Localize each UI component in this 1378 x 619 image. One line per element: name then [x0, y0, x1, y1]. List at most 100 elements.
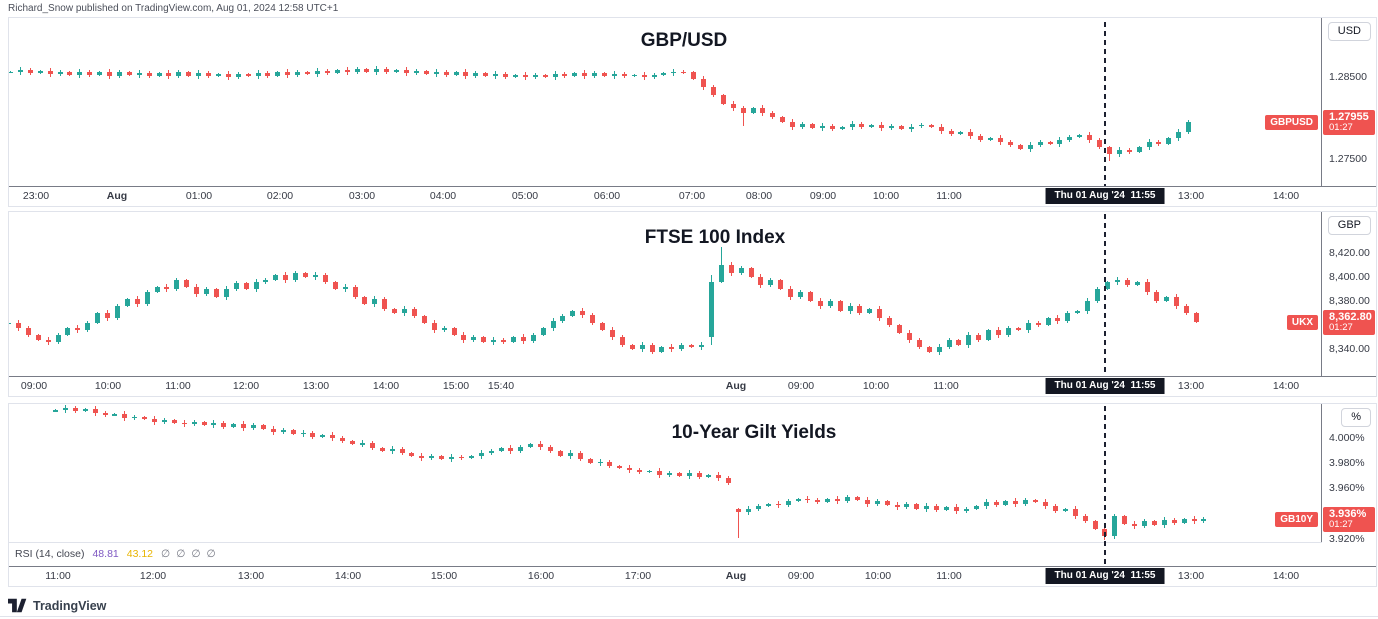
- time-tick-label: 13:00: [237, 570, 265, 582]
- candle-body: [95, 313, 101, 323]
- candle-body: [807, 291, 813, 302]
- tradingview-footer[interactable]: TradingView: [8, 598, 106, 613]
- currency-button-gbp[interactable]: GBP: [1327, 216, 1371, 235]
- candle-body: [1116, 150, 1122, 155]
- candle-body: [423, 70, 429, 74]
- candle-body: [874, 501, 880, 504]
- candle-body: [1191, 518, 1197, 522]
- candle-body: [758, 277, 764, 285]
- gbpusd-time-axis[interactable]: Thu 01 Aug '24 11:55 23:00 Aug 01:00 02:00 0…: [9, 186, 1376, 206]
- candle-body: [730, 103, 736, 109]
- candle-body: [184, 279, 190, 287]
- candle-body: [85, 322, 91, 331]
- candle-body: [736, 508, 742, 513]
- candle-body: [364, 69, 370, 72]
- candle-body: [340, 437, 346, 441]
- candle-body: [402, 308, 407, 314]
- candle-body: [691, 72, 697, 79]
- ftse100-price-axis[interactable]: GBP 8,420.00 8,400.00 8,380.00 8,340.00 8,3…: [1321, 212, 1376, 396]
- vertical-dashed-line[interactable]: [1104, 214, 1106, 376]
- candle-body: [817, 301, 823, 307]
- candle-body: [478, 453, 484, 456]
- gbpusd-chart-area[interactable]: [9, 18, 1323, 187]
- candle-body: [62, 407, 68, 411]
- candle-body: [92, 408, 98, 413]
- candle-body: [369, 443, 375, 449]
- time-tick-label: 10:00: [864, 570, 892, 582]
- candle-body: [493, 74, 499, 77]
- candle-body: [1201, 518, 1207, 522]
- currency-button-usd[interactable]: USD: [1327, 22, 1371, 41]
- ftse100-chart-area[interactable]: [9, 212, 1323, 377]
- candle-body: [1166, 137, 1172, 144]
- rsi-legend[interactable]: RSI (14, close) 48.81 43.12 ∅ ∅ ∅ ∅: [15, 548, 222, 560]
- currency-button-percent[interactable]: %: [1341, 408, 1371, 427]
- candle-body: [409, 453, 415, 456]
- candle-body: [433, 71, 439, 74]
- ftse100-last-price-label: 8,362.80 01:27: [1323, 310, 1375, 335]
- vertical-dashed-line[interactable]: [1104, 406, 1106, 567]
- candle-body: [750, 108, 756, 114]
- candle-body: [1045, 318, 1051, 326]
- candle-body: [768, 279, 774, 285]
- candle-body: [87, 72, 93, 75]
- candle-body: [253, 282, 259, 290]
- candle-body: [290, 430, 296, 435]
- candle-body: [639, 344, 645, 350]
- time-tick-label: 15:40: [487, 380, 515, 392]
- candle-body: [1065, 313, 1071, 321]
- candle-body: [1104, 282, 1110, 290]
- candle-body: [270, 429, 276, 432]
- candle-body: [1106, 147, 1112, 155]
- candle-body: [344, 69, 350, 73]
- candle-body: [869, 124, 875, 128]
- candle-body: [897, 325, 902, 333]
- candle-body: [303, 272, 308, 278]
- time-tick-label: 11:00: [933, 380, 959, 392]
- candle-body: [580, 310, 586, 315]
- candle-body: [629, 344, 635, 350]
- ftse100-time-axis[interactable]: Thu 01 Aug '24 11:55 09:00 10:00 11:00 12:0…: [9, 376, 1376, 396]
- candle-body: [1186, 122, 1192, 133]
- candle-body: [223, 289, 229, 297]
- candle-body: [468, 455, 474, 459]
- candle-body: [1037, 142, 1043, 146]
- candle-body: [132, 416, 138, 419]
- candle-body: [785, 501, 791, 505]
- candle-body: [1171, 520, 1177, 523]
- candle-body: [708, 282, 714, 338]
- candle-body: [968, 132, 974, 137]
- candle-body: [567, 453, 573, 456]
- candle-body: [1043, 502, 1048, 507]
- last-price-value: 1.27955: [1329, 111, 1369, 123]
- candle-body: [966, 334, 972, 345]
- gilt-yields-chart-area[interactable]: [9, 404, 1323, 542]
- candle-body: [926, 346, 932, 352]
- gilt-yields-price-axis[interactable]: % 4.000%3.980%3.960%3.940%3.920% 3.936% …: [1321, 404, 1376, 586]
- candle-body: [1017, 145, 1023, 149]
- vertical-dashed-line[interactable]: [1104, 22, 1106, 186]
- candle-body: [82, 408, 88, 412]
- candle-body: [557, 450, 563, 456]
- candle-body: [458, 456, 464, 459]
- candle-body: [780, 117, 786, 123]
- gilt-yields-time-axis[interactable]: Thu 01 Aug '24 11:55 11:00 12:00 13:00 14:0…: [9, 566, 1376, 586]
- candle-body: [1164, 296, 1170, 302]
- candle-body: [503, 74, 508, 78]
- gilt-yields-title: 10-Year Gilt Yields: [671, 422, 837, 443]
- candle-body: [186, 72, 192, 76]
- candle-body: [255, 73, 261, 77]
- price-tick-label: 1.27500: [1329, 153, 1367, 166]
- candle-body: [877, 308, 883, 319]
- candle-body: [1055, 318, 1061, 321]
- candle-body: [9, 71, 13, 74]
- candle-body: [263, 279, 269, 283]
- candle-body: [1126, 150, 1132, 152]
- candle-body: [572, 73, 578, 77]
- candle-body: [310, 432, 316, 437]
- candle-body: [166, 73, 172, 76]
- candle-body: [372, 298, 378, 304]
- time-tick-label: 04:00: [429, 190, 457, 202]
